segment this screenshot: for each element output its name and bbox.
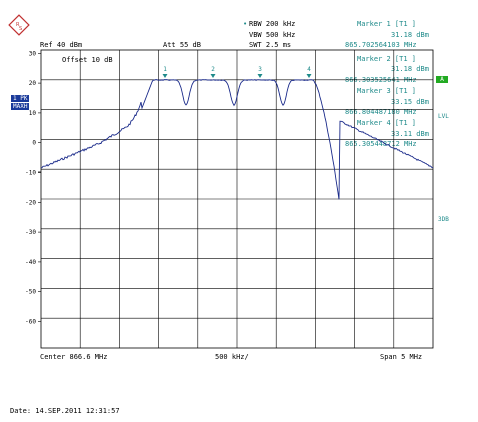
marker-number: 4 [307, 66, 311, 73]
marker-2-level: 31.18 dBm [391, 65, 429, 73]
offset: Offset 10 dB [62, 56, 113, 64]
marker-number: 2 [211, 66, 215, 73]
frequency-per-div: 500 kHz/ [215, 353, 249, 361]
trace-tag-maxh: MAXH [11, 103, 30, 110]
marker-number: 3 [258, 66, 262, 73]
y-tick-label: -40 [25, 259, 36, 266]
svg-text:R: R [16, 22, 20, 28]
marker-symbols: 1 2 3 4 [162, 66, 312, 78]
marker-3-title: Marker 3 [T1 ] [357, 87, 417, 95]
y-tick-label: 30 [29, 50, 37, 57]
swt-readout: SWT 2.5 ms [249, 41, 292, 49]
plot-grid [38, 49, 434, 349]
marker-triangle [257, 74, 263, 78]
marker-2-title: Marker 2 [T1 ] [357, 55, 417, 63]
marker-triangle [210, 74, 216, 78]
attenuation: Att 55 dB [163, 41, 201, 49]
marker-1-freq: 865.702564103 MHz [345, 41, 417, 49]
center-frequency: Center 866.6 MHz [40, 353, 108, 361]
y-tick-labels: 30 20 10 0 -10 -20 -30 -40 -50 -60 [25, 50, 41, 326]
marker-number: 1 [163, 66, 167, 73]
trace-a-tag: A [436, 76, 448, 83]
marker-triangle [306, 74, 312, 78]
y-tick-label: 20 [29, 80, 37, 87]
marker-3-level: 33.15 dBm [391, 98, 429, 106]
marker-3-freq: 866.804487180 MHz [345, 108, 417, 116]
marker-1-title: Marker 1 [T1 ] [357, 20, 417, 28]
lvl-tag: LVL [438, 113, 449, 120]
svg-text:S: S [19, 26, 22, 32]
marker-1-level: 31.18 dBm [391, 31, 429, 39]
vbw-readout: VBW 500 kHz [249, 31, 296, 39]
ref-level: Ref 40 dBm [40, 41, 83, 49]
marker-4-title: Marker 4 [T1 ] [357, 119, 417, 127]
y-tick-label: -10 [25, 170, 36, 177]
y-tick-label: -30 [25, 229, 36, 236]
span: Span 5 MHz [380, 353, 423, 361]
marker-triangle [162, 74, 168, 78]
spectrum-trace [40, 79, 434, 200]
y-tick-label: -20 [25, 199, 36, 206]
marker-4-freq: 865.305448712 MHz [345, 140, 417, 148]
marker-4-level: 33.11 dBm [391, 130, 429, 138]
trace-tag-1pk: 1 PK [11, 95, 30, 102]
timestamp: Date: 14.SEP.2011 12:31:57 [10, 407, 120, 415]
rbw-readout: RBW 200 kHz [249, 20, 296, 28]
3db-tag: 3DB [438, 216, 449, 223]
rbw-marker-dot: • [243, 20, 248, 28]
y-tick-label: 10 [29, 110, 37, 117]
y-tick-label: 0 [32, 140, 36, 147]
y-tick-label: -50 [25, 289, 36, 296]
rohde-schwarz-logo: R S [8, 14, 30, 36]
y-tick-label: -60 [25, 319, 36, 326]
